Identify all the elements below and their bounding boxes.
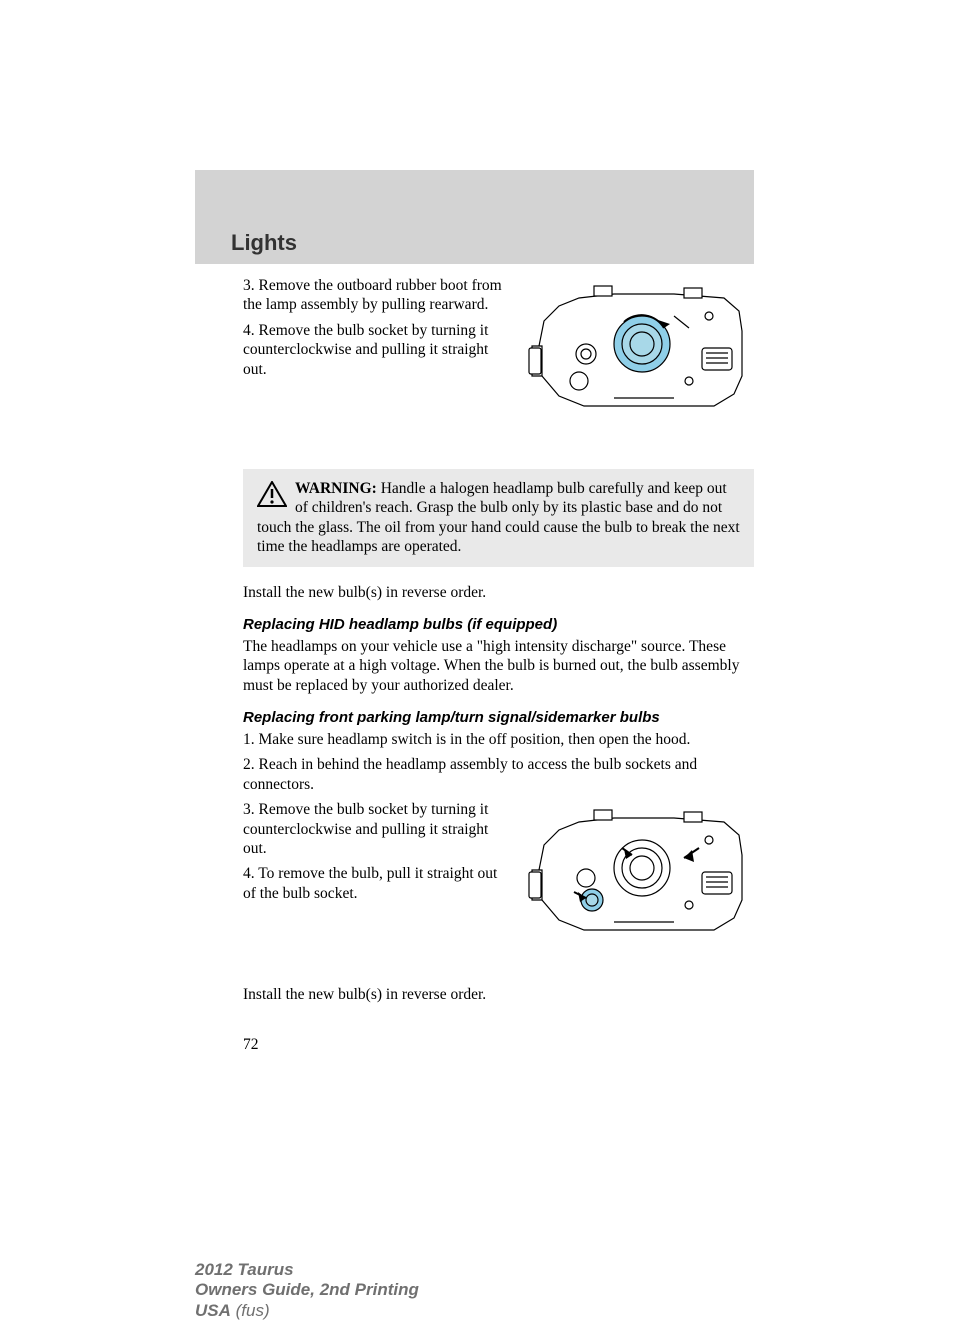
warning-box: WARNING: Handle a halogen headlamp bulb … (243, 469, 754, 567)
footer: 2012 Taurus Owners Guide, 2nd Printing U… (0, 1120, 954, 1321)
warning-text: WARNING: Handle a halogen headlamp bulb … (257, 480, 740, 555)
footer-model: 2012 Taurus (195, 1260, 294, 1279)
footer-guide: Owners Guide, 2nd Printing (195, 1280, 419, 1299)
headlamp-diagram-2 (524, 800, 754, 945)
step-text: 1. Make sure headlamp switch is in the o… (243, 730, 754, 749)
step-text: 3. Remove the bulb socket by turning it … (243, 800, 514, 858)
step-text: 2. Reach in behind the headlamp assembly… (243, 755, 754, 794)
footer-suffix: (fus) (231, 1301, 270, 1320)
subheading: Replacing HID headlamp bulbs (if equippe… (243, 616, 754, 633)
subheading: Replacing front parking lamp/turn signal… (243, 709, 754, 726)
page-number: 72 (243, 1035, 754, 1054)
section-title: Lights (231, 230, 297, 255)
step-text: 4. Remove the bulb socket by turning it … (243, 321, 514, 379)
install-note: Install the new bulb(s) in reverse order… (243, 985, 754, 1004)
body-text: The headlamps on your vehicle use a "hig… (243, 637, 754, 695)
install-note: Install the new bulb(s) in reverse order… (243, 583, 754, 602)
step-text: 4. To remove the bulb, pull it straight … (243, 864, 514, 903)
warning-label: WARNING: (295, 480, 377, 497)
section-header: Lights (195, 170, 754, 264)
step-text: 3. Remove the outboard rubber boot from … (243, 276, 514, 315)
headlamp-diagram-1 (524, 276, 754, 421)
footer-region: USA (195, 1301, 231, 1320)
warning-icon (257, 481, 287, 512)
